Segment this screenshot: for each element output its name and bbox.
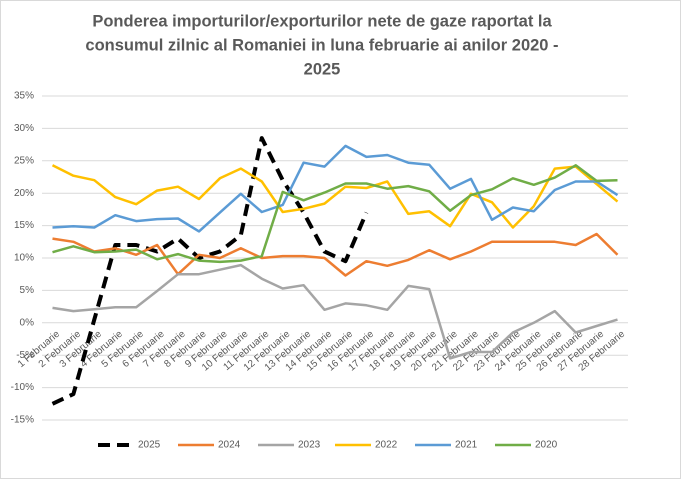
- y-tick-label: -15%: [11, 415, 34, 426]
- y-tick-label: -5%: [16, 350, 34, 361]
- y-tick-label: 20%: [14, 188, 34, 199]
- y-tick-label: 5%: [20, 285, 35, 296]
- series-line: [51, 164, 619, 229]
- legend-label: 2021: [455, 440, 478, 451]
- series-line: [52, 232, 619, 277]
- y-tick-label: 30%: [14, 123, 34, 134]
- y-tick-label: -10%: [11, 382, 34, 393]
- legend-label: 2024: [218, 440, 241, 451]
- series-line: [52, 263, 618, 360]
- chart-title: 2025: [304, 60, 341, 78]
- y-tick-label: 25%: [14, 155, 34, 166]
- legend-label: 2025: [138, 440, 161, 451]
- y-tick-label: 10%: [14, 253, 34, 264]
- series-line: [51, 136, 369, 406]
- series-line: [52, 144, 619, 233]
- chart-title: Ponderea importurilor/exporturilor nete …: [92, 12, 552, 30]
- y-tick-label: 35%: [14, 91, 34, 102]
- chart-frame: [0, 0, 681, 479]
- legend-label: 2023: [298, 440, 321, 451]
- series-line: [52, 164, 618, 264]
- y-tick-label: 0%: [20, 317, 35, 328]
- chart-title: consumul zilnic al Romaniei in luna febr…: [85, 36, 558, 54]
- y-tick-label: 15%: [14, 220, 34, 231]
- legend-label: 2020: [535, 440, 558, 451]
- legend-label: 2022: [375, 440, 398, 451]
